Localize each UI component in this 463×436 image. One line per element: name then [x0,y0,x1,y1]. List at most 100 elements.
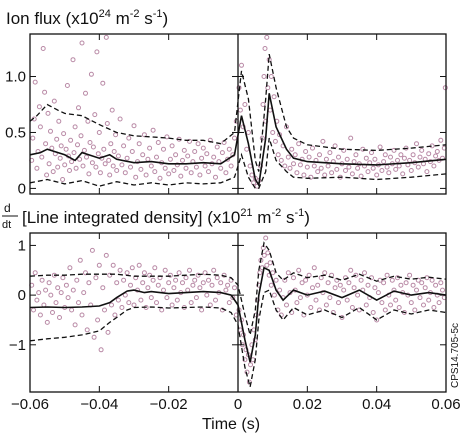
scatter-point [365,282,371,288]
scatter-point [98,347,104,353]
x-tick-label: −0.06 [11,396,49,413]
scatter-point [57,155,63,161]
scatter-point [183,165,189,171]
scatter-point [140,152,146,158]
scatter-point [422,285,428,291]
scatter-point [34,297,40,303]
scatter-point [69,159,75,165]
scatter-point [126,300,132,306]
scatter-point [242,102,248,107]
scatter-point [44,319,50,325]
scatter-point [317,152,322,158]
scatter-point [318,165,324,171]
scatter-point [60,275,66,281]
scatter-point [200,280,206,286]
scatter-point [114,168,120,173]
scatter-point [164,134,170,140]
scatter-point [166,280,172,286]
scatter-point [431,163,437,169]
scatter-point [58,290,64,296]
scatter-point [147,145,153,151]
scatter-point [94,49,100,55]
scatter-point [79,40,85,46]
scatter-point [442,85,448,91]
scatter-point [346,280,352,286]
scatter-point [193,164,199,170]
scatter-point [39,154,45,160]
scatter-point [388,302,393,308]
scatter-point [56,118,62,124]
scatter-point [355,292,361,298]
scatter-point [363,155,369,161]
scatter-point [306,154,312,160]
scatter-point [249,172,255,178]
scatter-point [50,169,56,175]
scatter-point [46,161,52,167]
scatter-point [214,275,220,281]
scatter-point [360,146,366,152]
scatter-point [76,300,81,306]
scatter-point [200,145,206,151]
scatter-point [39,277,45,283]
scatter-point [271,292,277,298]
scatter-point [285,270,291,276]
series-mean-line [29,266,447,363]
scatter-point [77,156,83,162]
scatter-point [105,329,111,335]
scatter-point [320,138,326,144]
scatter-point [136,141,142,147]
scatter-point [257,270,263,276]
scatter-point [30,135,36,141]
scatter-point [207,302,213,308]
scatter-point [365,169,371,175]
scatter-point [195,141,201,147]
x-tick-label: 0.02 [293,396,322,413]
scatter-point [213,297,218,303]
scatter-point [296,267,302,273]
scatter-point [152,169,158,175]
scatter-point [313,297,319,303]
scatter-point [381,159,387,165]
scatter-point [431,305,437,310]
scatter-point [391,287,397,293]
scatter-point [421,302,426,308]
scatter-point [408,168,414,173]
y-tick-label: 1.0 [5,69,26,86]
scatter-point [301,172,307,178]
scatter-point [415,277,421,283]
scatter-point [336,300,341,306]
scatter-point [303,149,309,154]
scatter-point [344,297,350,303]
scatter-point [438,280,444,286]
y-tick-label: −1 [9,337,26,354]
scatter-point [109,107,115,113]
scatter-point [417,295,423,301]
scatter-point [225,282,231,288]
scatter-point [268,282,274,288]
scatter-point [36,290,42,296]
scatter-point [60,177,66,182]
scatter-point [322,172,328,178]
scatter-point [315,282,321,288]
scatter-point [264,34,270,40]
series-lower-line [29,137,447,190]
scatter-point [57,315,62,320]
scatter-point [358,277,364,283]
scatter-point [341,147,347,153]
scatter-point [310,285,315,291]
scatter-point [31,307,36,313]
scatter-point [110,262,116,268]
scatter-point [78,133,84,139]
scatter-point [382,307,388,313]
scatter-point [395,157,400,163]
series-mean-line [29,93,447,188]
scatter-point [180,157,185,163]
scatter-point [332,285,338,291]
series-upper-line [29,241,447,336]
scatter-point [263,235,269,241]
scatter-point [167,156,173,162]
scatter-point [89,247,95,253]
scatter-point [190,282,196,288]
scatter-point [195,272,201,278]
scatter-point [199,307,205,313]
